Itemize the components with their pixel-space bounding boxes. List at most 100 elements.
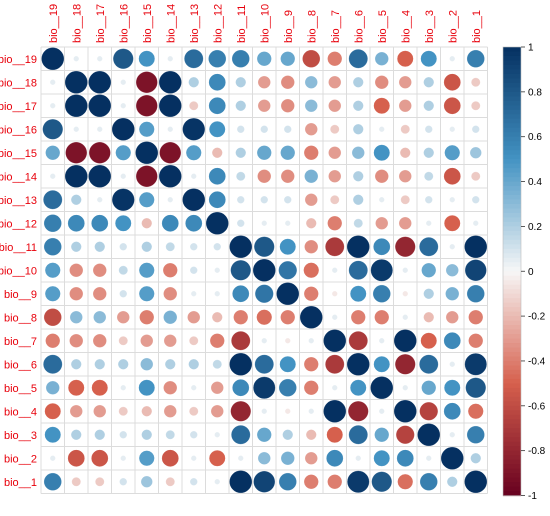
correlation-circle	[139, 286, 155, 302]
colorbar-segment	[503, 123, 521, 129]
correlation-circle	[91, 214, 109, 232]
correlation-circle	[138, 50, 155, 67]
correlation-circle	[257, 145, 272, 160]
correlation-circle	[373, 356, 390, 373]
correlation-circle	[118, 265, 128, 275]
colorbar-segment	[503, 468, 521, 474]
row-label: bio__13	[0, 195, 37, 207]
colorbar-segment	[503, 280, 521, 286]
correlation-circle	[402, 267, 408, 273]
correlation-circle	[113, 48, 134, 69]
correlation-circle	[332, 385, 338, 391]
correlation-circle	[214, 479, 220, 485]
correlation-circle	[332, 267, 338, 273]
correlation-circle	[118, 406, 128, 416]
correlation-circle	[164, 405, 177, 418]
colorbar-segment	[503, 136, 521, 142]
colorbar-segment	[503, 172, 521, 178]
correlation-circle	[400, 147, 411, 158]
correlation-circle	[188, 77, 199, 88]
correlation-circle	[304, 169, 318, 183]
correlation-circle	[379, 197, 385, 203]
colorbar-segment	[503, 195, 521, 201]
colorbar-segment	[503, 334, 521, 340]
correlation-circle	[260, 196, 268, 204]
correlation-circle	[93, 405, 106, 418]
correlation-circle	[351, 310, 366, 325]
correlation-circle	[328, 99, 341, 112]
correlation-circle	[163, 381, 177, 395]
correlation-circle	[327, 474, 342, 489]
correlation-circle	[136, 95, 158, 117]
correlation-circle	[449, 126, 455, 132]
correlation-circle	[93, 263, 107, 277]
correlation-circle	[139, 310, 154, 325]
correlation-circle	[164, 334, 177, 347]
correlation-circle	[304, 380, 319, 395]
colorbar-segment	[503, 91, 521, 97]
colorbar-segment	[503, 369, 521, 376]
correlation-circle	[304, 240, 318, 254]
correlation-circle	[421, 263, 436, 278]
correlation-circle	[119, 290, 127, 298]
correlation-circle	[161, 214, 179, 232]
row-label: bio__9	[4, 289, 37, 301]
correlation-circle	[281, 451, 295, 465]
colorbar-segment	[503, 450, 521, 456]
correlation-circle	[208, 191, 226, 209]
correlation-circle	[327, 51, 342, 66]
correlation-circle	[350, 285, 367, 302]
correlation-circle	[186, 145, 202, 161]
colorbar-segment	[503, 302, 521, 308]
correlation-circle	[394, 329, 417, 352]
correlation-circle	[465, 377, 486, 398]
correlation-circle	[232, 285, 250, 303]
correlation-circle	[182, 118, 205, 141]
correlation-circle	[206, 212, 229, 235]
correlation-circle	[282, 429, 293, 440]
correlation-circle	[370, 376, 393, 399]
correlation-circle	[140, 358, 153, 371]
correlation-circle	[44, 214, 62, 232]
correlation-circle	[93, 311, 106, 324]
row-label: bio__19	[0, 54, 37, 66]
correlation-circle	[281, 75, 295, 89]
colorbar-segment	[503, 127, 521, 133]
correlation-circle	[232, 50, 250, 68]
correlation-circle	[449, 244, 455, 250]
correlation-circle	[73, 56, 79, 62]
colorbar-segment	[503, 482, 521, 488]
row-label: bio__11	[0, 242, 37, 254]
correlation-circle	[94, 241, 105, 252]
correlation-cells	[41, 47, 487, 493]
colorbar-segment	[503, 96, 521, 102]
correlation-circle	[112, 188, 135, 211]
correlation-circle	[396, 425, 415, 444]
correlation-circle	[139, 121, 155, 137]
correlation-circle	[305, 452, 318, 465]
colorbar-segment	[503, 441, 521, 447]
correlation-circle	[237, 196, 245, 204]
correlation-circle	[70, 311, 83, 324]
correlation-circle	[379, 408, 385, 414]
correlation-circle	[190, 478, 198, 486]
correlation-circle	[471, 101, 481, 111]
correlation-circle	[70, 405, 83, 418]
correlation-circle	[165, 359, 176, 370]
correlation-circle	[464, 235, 487, 258]
correlation-circle	[235, 100, 246, 111]
row-label: bio__15	[0, 148, 37, 160]
colorbar-segment	[503, 55, 521, 62]
correlation-circle	[379, 126, 385, 132]
correlation-circle	[112, 118, 135, 141]
correlation-circle	[139, 450, 155, 466]
correlation-circle	[209, 450, 226, 467]
correlation-circle	[399, 217, 412, 230]
correlation-circle	[425, 196, 433, 204]
correlation-circle	[281, 99, 295, 113]
correlation-circle	[419, 237, 439, 257]
correlation-circle	[464, 353, 487, 376]
correlation-circle	[159, 94, 182, 117]
colorbar-segment	[503, 320, 521, 326]
colorbar-segment	[503, 464, 521, 470]
